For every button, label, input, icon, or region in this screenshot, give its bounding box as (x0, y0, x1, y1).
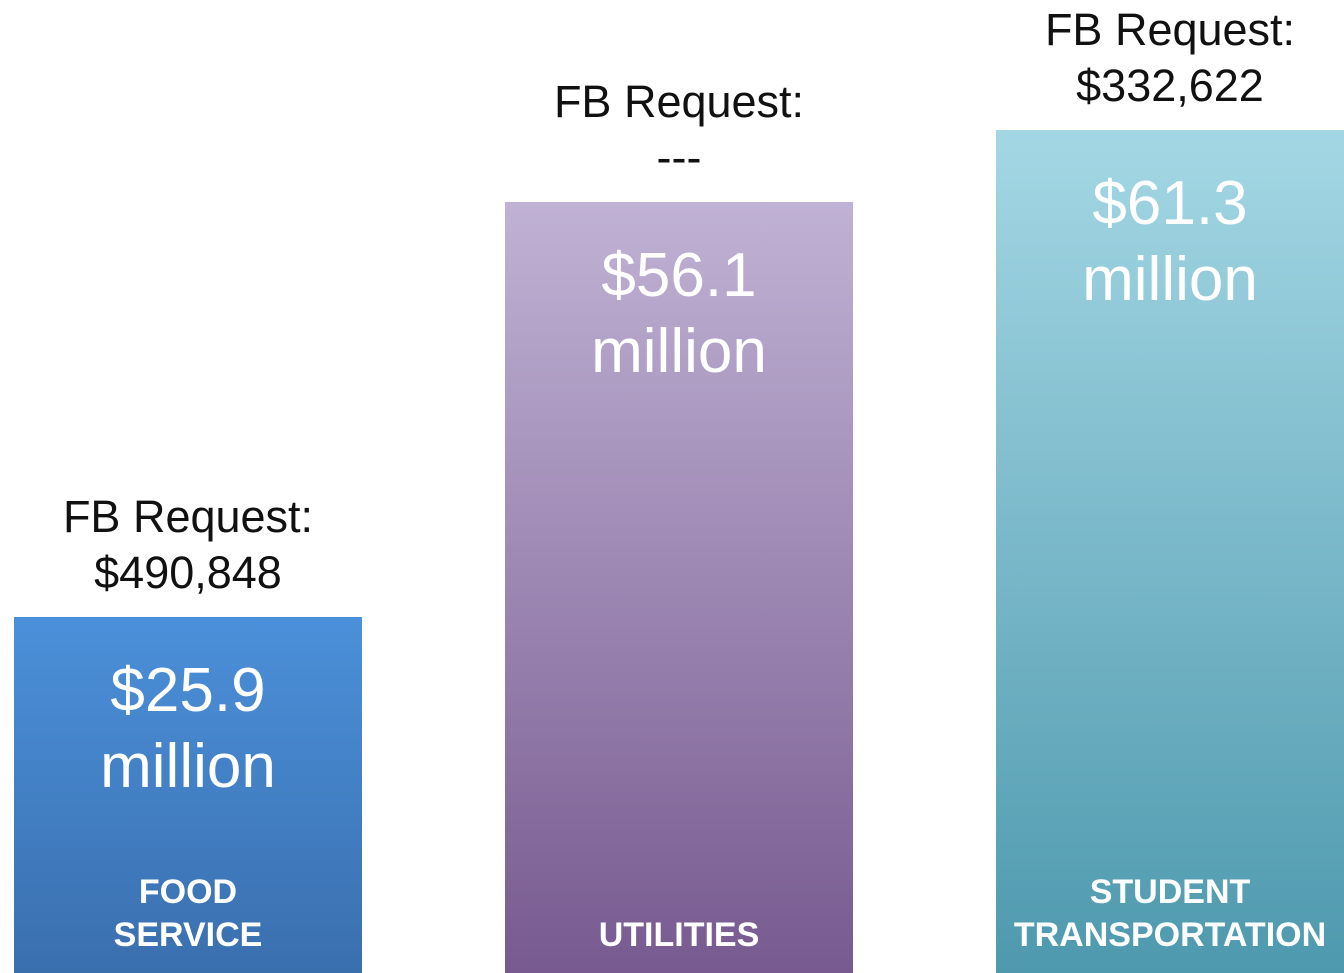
annotation: FB Request: $490,848 (0, 489, 402, 601)
annotation-label: FB Request: (553, 75, 805, 127)
annotation-value: $332,622 (1076, 60, 1264, 111)
annotation-value: $490,848 (94, 546, 282, 598)
annotation-value: --- (656, 131, 702, 183)
value-label: $61.3 million (1082, 169, 1258, 314)
bar: $25.9 million FOOD SERVICE (14, 616, 362, 973)
annotation-label: FB Request: (1044, 4, 1296, 55)
bar: $56.1 million UTILITIES (505, 201, 853, 973)
value-label: $25.9 million (100, 655, 276, 801)
annotation: FB Request: --- (465, 74, 893, 186)
category-label: STUDENT TRANSPORTATION (1013, 873, 1327, 954)
bar: $61.3 million STUDENT TRANSPORTATION (996, 130, 1344, 973)
category-label: UTILITIES (598, 915, 760, 954)
annotation: FB Request: $332,622 (956, 2, 1344, 114)
category-label: FOOD SERVICE (113, 872, 263, 954)
annotation-label: FB Request: (62, 490, 314, 542)
value-label: $56.1 million (591, 240, 767, 386)
